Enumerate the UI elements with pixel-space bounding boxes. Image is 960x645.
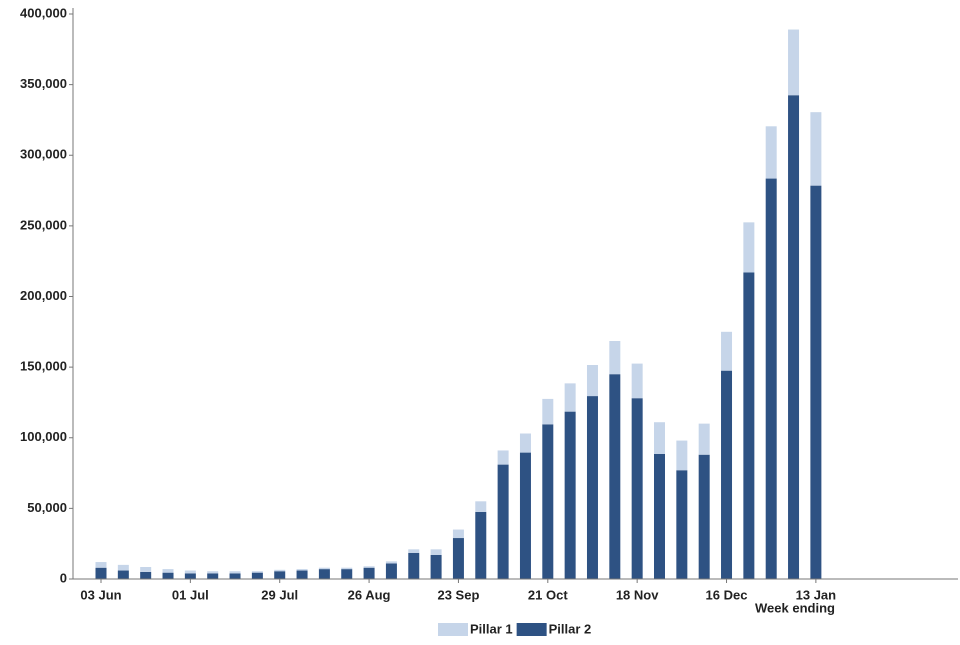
bar-segment xyxy=(475,501,487,512)
legend-label: Pillar 2 xyxy=(549,621,592,636)
bar-segment xyxy=(296,569,308,571)
bar-segment xyxy=(721,331,733,371)
y-tick-label: 150,000 xyxy=(20,359,67,374)
y-tick-label: 350,000 xyxy=(20,76,67,91)
bar-segment xyxy=(698,423,710,455)
bar-segment xyxy=(788,29,800,96)
bar-segment xyxy=(519,433,531,453)
bar-segment xyxy=(162,569,174,573)
bar-segment xyxy=(542,424,554,579)
bar-segment xyxy=(810,112,822,186)
bar-segment xyxy=(698,454,710,579)
bar-segment xyxy=(207,573,219,579)
bar-segment xyxy=(408,552,420,579)
bar-segment xyxy=(341,567,353,570)
y-tick-label: 250,000 xyxy=(20,217,67,232)
bar-segment xyxy=(363,566,375,568)
bar-segment xyxy=(586,365,598,397)
bar-segment xyxy=(631,398,643,579)
bar-segment xyxy=(341,569,353,579)
legend-swatch xyxy=(516,623,547,636)
bar-segment xyxy=(162,572,174,579)
y-tick-label: 100,000 xyxy=(20,429,67,444)
x-tick-label: 18 Nov xyxy=(616,587,659,602)
y-tick-label: 0 xyxy=(60,570,67,585)
x-tick-label: 21 Oct xyxy=(528,587,568,602)
bar-segment xyxy=(765,178,777,579)
bar-segment xyxy=(676,440,688,471)
bar-segment xyxy=(184,570,196,574)
bar-segment xyxy=(564,383,576,412)
bar-segment xyxy=(654,422,665,454)
x-tick-label: 23 Sep xyxy=(437,587,479,602)
bar-segment xyxy=(251,572,263,579)
bar-segment xyxy=(430,554,442,579)
bar-segment xyxy=(95,567,107,579)
bar-segment xyxy=(631,363,643,399)
bar-segment xyxy=(497,450,509,465)
legend-label: Pillar 1 xyxy=(470,621,513,636)
x-tick-label: 26 Aug xyxy=(348,587,391,602)
bar-segment xyxy=(542,398,554,425)
bar-segment xyxy=(586,396,598,579)
bar-segment xyxy=(497,464,509,579)
bar-segment xyxy=(274,569,286,572)
bar-segment xyxy=(117,570,129,579)
bar-segment xyxy=(184,573,196,579)
y-tick-label: 300,000 xyxy=(20,147,67,162)
bar-segment xyxy=(810,185,822,579)
bar-segment xyxy=(363,567,375,579)
bar-segment xyxy=(117,564,129,571)
bar-segment xyxy=(95,562,107,568)
bar-segment xyxy=(788,95,800,579)
bar-segment xyxy=(408,549,420,553)
bar-segment xyxy=(475,511,487,579)
bar-segment xyxy=(452,529,464,539)
bar-segment xyxy=(229,571,241,574)
x-tick-label: 01 Jul xyxy=(172,587,209,602)
bar-segment xyxy=(609,374,621,579)
bar-segment xyxy=(140,566,152,572)
bar-segment xyxy=(274,571,286,579)
bar-segment xyxy=(765,126,777,179)
bar-segment xyxy=(743,222,755,273)
y-tick-label: 400,000 xyxy=(20,5,67,20)
x-tick-label: 13 Jan xyxy=(796,587,837,602)
bar-segment xyxy=(519,452,531,579)
bar-segment xyxy=(430,549,442,555)
bar-segment xyxy=(251,571,263,573)
bar-segment xyxy=(296,570,308,579)
bar-segment xyxy=(721,370,733,579)
bar-segment xyxy=(229,573,241,579)
bar-segment xyxy=(564,411,576,579)
bar-segment xyxy=(140,571,152,579)
y-tick-label: 50,000 xyxy=(27,500,67,515)
bar-segment xyxy=(207,571,219,574)
x-tick-label: 03 Jun xyxy=(80,587,121,602)
bar-segment xyxy=(318,567,330,570)
bar-segment xyxy=(452,538,464,579)
legend-swatch xyxy=(438,623,468,636)
bar-segment xyxy=(385,563,397,579)
bar-segment xyxy=(676,470,688,579)
x-tick-label: 29 Jul xyxy=(261,587,298,602)
x-axis-label: Week ending xyxy=(755,600,835,615)
bar-segment xyxy=(609,340,621,375)
bar-segment xyxy=(385,561,397,564)
bar-segment xyxy=(318,569,330,579)
x-tick-label: 16 Dec xyxy=(706,587,748,602)
bar-segment xyxy=(743,272,755,579)
y-tick-label: 200,000 xyxy=(20,288,67,303)
bar-segment xyxy=(654,453,665,579)
